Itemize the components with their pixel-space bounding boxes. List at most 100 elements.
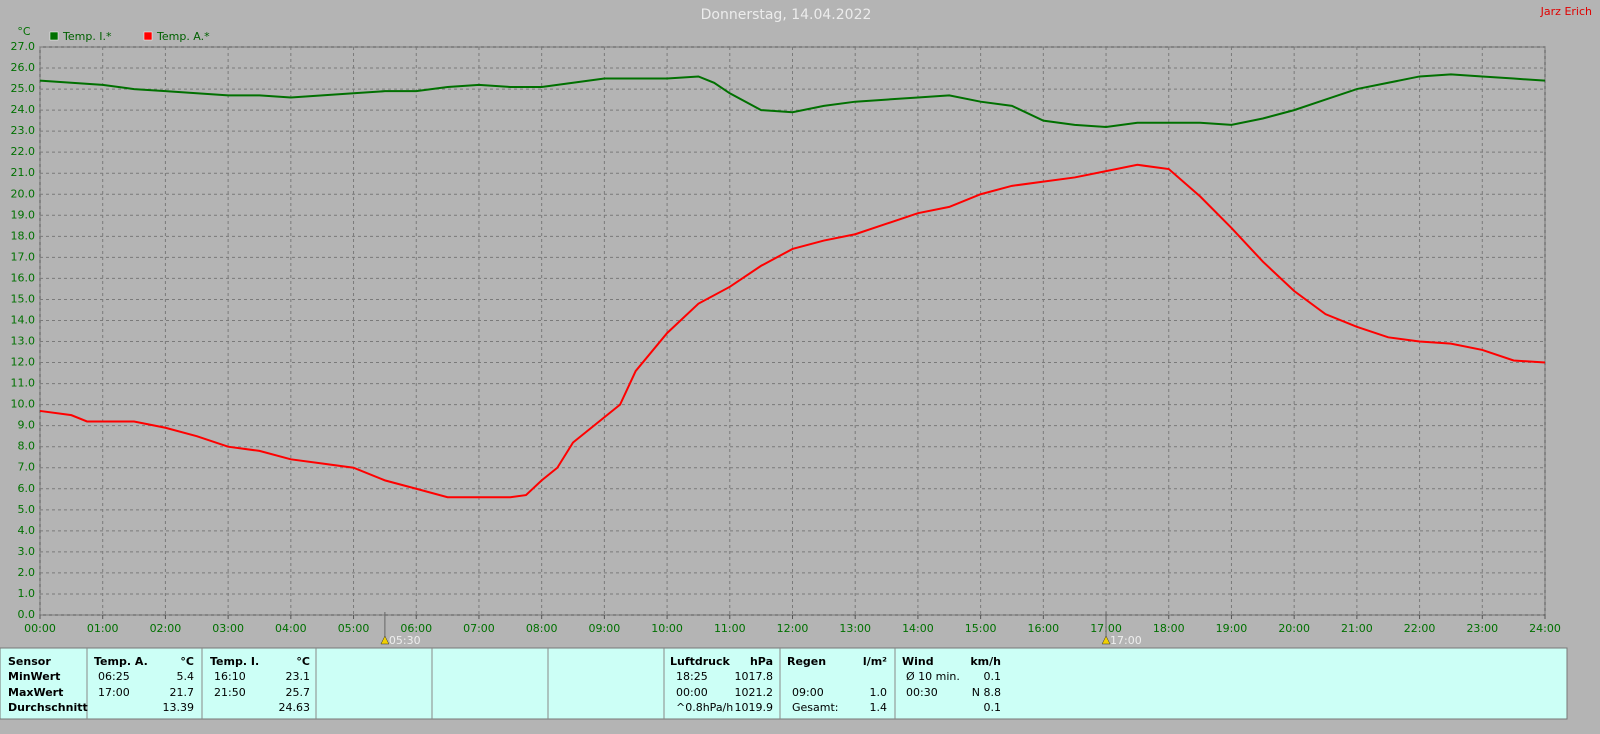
table-cell: 00:00 [676, 686, 708, 699]
x-tick-label: 00:00 [24, 622, 56, 635]
y-tick-label: 9.0 [18, 419, 36, 432]
table-cell: Gesamt: [792, 701, 839, 714]
table-cell: 06:25 [98, 670, 130, 683]
y-tick-label: 21.0 [11, 166, 36, 179]
table-cell: MaxWert [8, 686, 63, 699]
table-cell: 1019.9 [735, 701, 774, 714]
chart-title: Donnerstag, 14.04.2022 [701, 7, 872, 23]
x-tick-label: 12:00 [777, 622, 809, 635]
y-tick-label: 7.0 [18, 461, 36, 474]
x-tick-label: 14:00 [902, 622, 934, 635]
x-tick-label: 05:00 [338, 622, 370, 635]
table-cell: ^0.8hPa/h [676, 701, 733, 714]
table-cell: 24.63 [279, 701, 311, 714]
table-header: Wind [902, 655, 934, 668]
x-tick-label: 10:00 [651, 622, 683, 635]
table-cell: 21:50 [214, 686, 246, 699]
table-cell: 00:30 [906, 686, 938, 699]
series-line [39, 73, 1546, 128]
table-cell: Ø 10 min. [906, 670, 960, 683]
table-cell: 5.4 [177, 670, 195, 683]
sun-icon [380, 635, 390, 645]
y-tick-label: 25.0 [11, 82, 36, 95]
x-tick-label: 09:00 [589, 622, 621, 635]
table-header: °C [180, 655, 194, 668]
y-tick-label: 3.0 [18, 545, 36, 558]
table-header: hPa [750, 655, 773, 668]
table-cell: 0.1 [984, 670, 1002, 683]
table-cell: 13.39 [163, 701, 195, 714]
table-header: km/h [970, 655, 1001, 668]
x-tick-label: 11:00 [714, 622, 746, 635]
y-tick-label: 26.0 [11, 61, 36, 74]
y-tick-label: 17.0 [11, 250, 36, 263]
table-cell: MinWert [8, 670, 60, 683]
stats-panel [0, 647, 1568, 720]
table-header: Temp. A. [94, 655, 148, 668]
table-header: Sensor [8, 655, 51, 668]
y-tick-label: 6.0 [18, 482, 36, 495]
table-cell: 1021.2 [735, 686, 774, 699]
x-tick-label: 08:00 [526, 622, 558, 635]
y-tick-label: 16.0 [11, 271, 36, 284]
table-cell: 17:00 [98, 686, 130, 699]
y-tick-label: 23.0 [11, 124, 36, 137]
x-tick-label: 22:00 [1404, 622, 1436, 635]
y-tick-label: 24.0 [11, 103, 36, 116]
y-tick-label: 0.0 [18, 608, 36, 621]
x-tick-label: 13:00 [839, 622, 871, 635]
x-tick-label: 15:00 [965, 622, 997, 635]
table-cell: 0.1 [984, 701, 1002, 714]
y-tick-label: 8.0 [18, 440, 36, 453]
y-tick-label: 20.0 [11, 187, 36, 200]
y-tick-label: 5.0 [18, 503, 36, 516]
table-header: °C [296, 655, 310, 668]
legend-swatch [143, 31, 153, 41]
series-line [39, 163, 1546, 499]
table-cell: 16:10 [214, 670, 246, 683]
table-cell: 23.1 [286, 670, 311, 683]
table-cell: 1.0 [870, 686, 888, 699]
y-tick-label: 2.0 [18, 566, 36, 579]
y-tick-label: 10.0 [11, 398, 36, 411]
legend-label: Temp. A.* [156, 30, 210, 43]
table-header: l/m² [863, 655, 887, 668]
x-tick-label: 24:00 [1529, 622, 1561, 635]
sun-time: 05:30 [389, 634, 421, 647]
table-cell: 1.4 [870, 701, 888, 714]
x-tick-label: 04:00 [275, 622, 307, 635]
y-tick-label: 12.0 [11, 356, 36, 369]
y-tick-label: 22.0 [11, 145, 36, 158]
sun-time: 17:00 [1110, 634, 1142, 647]
y-tick-label: 11.0 [11, 377, 36, 390]
table-cell: N 8.8 [972, 686, 1001, 699]
table-cell: Durchschnitt [8, 701, 88, 714]
y-tick-label: 1.0 [18, 587, 36, 600]
table-header: Regen [787, 655, 826, 668]
table-cell: 09:00 [792, 686, 824, 699]
table-cell: 18:25 [676, 670, 708, 683]
y-tick-label: 4.0 [18, 524, 36, 537]
x-tick-label: 18:00 [1153, 622, 1185, 635]
legend-label: Temp. I.* [62, 30, 112, 43]
x-tick-label: 01:00 [87, 622, 119, 635]
x-tick-label: 21:00 [1341, 622, 1373, 635]
y-axis-label: °C [17, 25, 31, 38]
table-cell: 1017.8 [735, 670, 774, 683]
table-header: Luftdruck [670, 655, 731, 668]
x-tick-label: 16:00 [1027, 622, 1059, 635]
credit: Jarz Erich [1540, 5, 1592, 18]
y-tick-label: 15.0 [11, 292, 36, 305]
x-tick-label: 07:00 [463, 622, 495, 635]
table-header: Temp. I. [210, 655, 259, 668]
x-tick-label: 06:00 [400, 622, 432, 635]
y-tick-label: 13.0 [11, 335, 36, 348]
y-tick-label: 19.0 [11, 208, 36, 221]
legend-swatch [49, 31, 59, 41]
x-tick-label: 03:00 [212, 622, 244, 635]
x-tick-label: 20:00 [1278, 622, 1310, 635]
y-tick-label: 27.0 [11, 40, 36, 53]
